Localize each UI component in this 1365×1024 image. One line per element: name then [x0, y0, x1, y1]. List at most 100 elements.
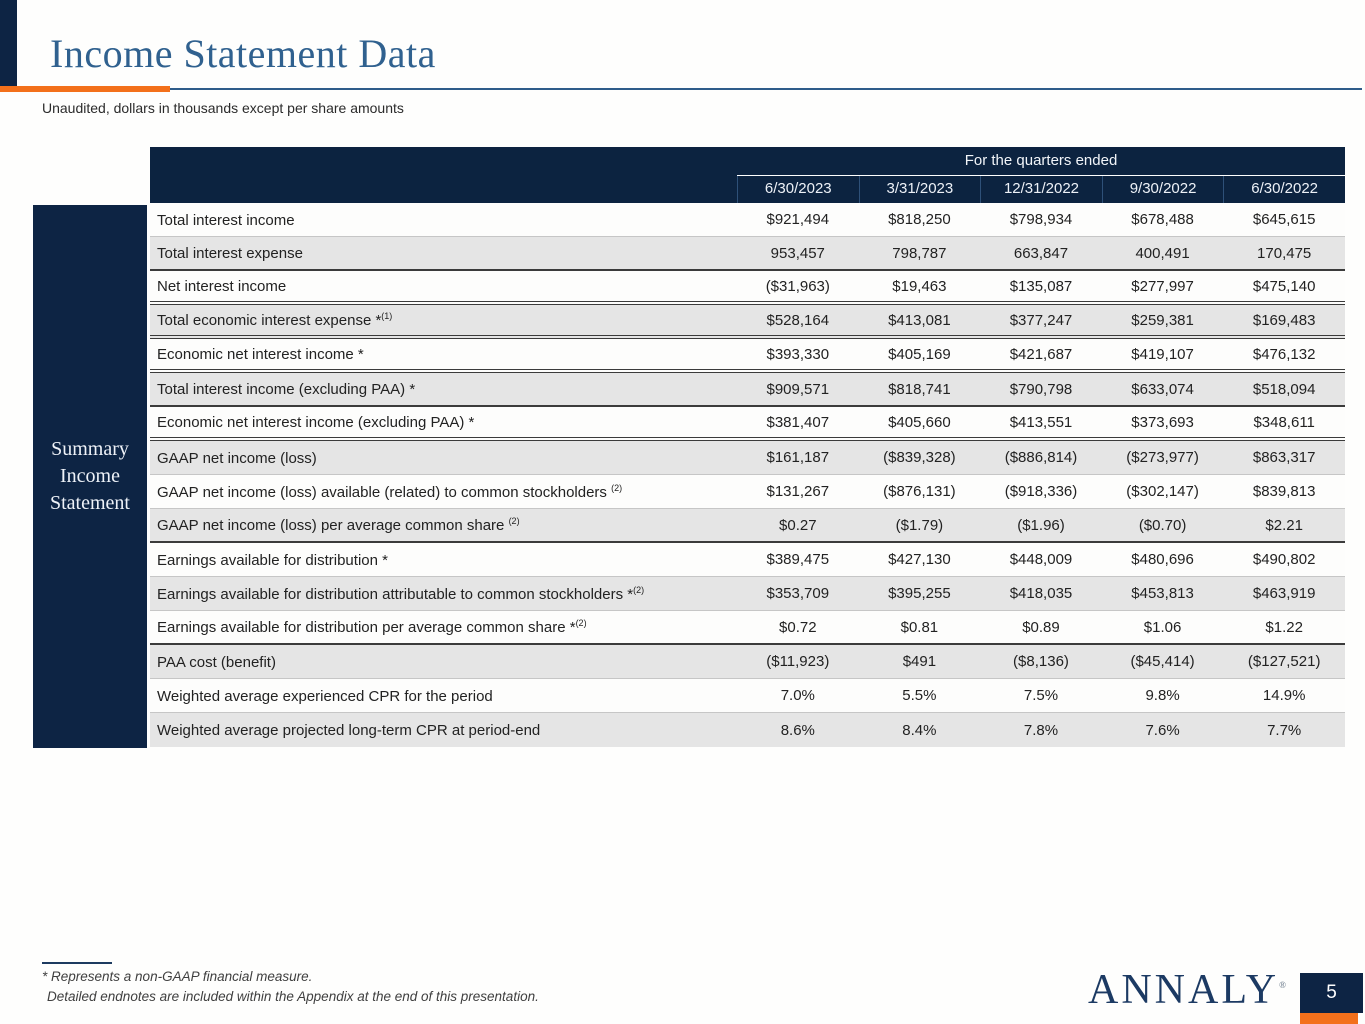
- row-label-text: Weighted average experienced CPR for the…: [157, 687, 493, 705]
- annaly-logo: ANNALY®: [1088, 966, 1286, 1014]
- row-value: $161,187: [766, 449, 830, 466]
- row-label-text: Earnings available for distribution per …: [157, 619, 576, 636]
- row-value: ($31,963): [765, 277, 830, 295]
- row-value: $348,611: [1253, 413, 1315, 431]
- row-label: Earnings available for distribution attr…: [150, 585, 737, 603]
- row-label: Earnings available for distribution per …: [150, 618, 737, 636]
- row-value: $1.22: [1265, 618, 1303, 636]
- table-row: Total interest expense 953,457 798,787 6…: [150, 237, 1345, 271]
- row-value: 798,787: [892, 244, 947, 262]
- row-value: $909,571: [766, 380, 830, 398]
- footnote-endnotes: Detailed endnotes are included within th…: [47, 989, 539, 1004]
- row-label-text: GAAP net income (loss) per average commo…: [157, 517, 509, 534]
- row-label-text: Total economic interest expense *: [157, 312, 382, 329]
- row-value: ($1.79): [895, 516, 944, 534]
- table-row: Earnings available for distribution attr…: [150, 577, 1345, 611]
- row-value: $790,798: [1009, 380, 1073, 398]
- row-label-footnote-ref: (2): [508, 516, 520, 526]
- row-label: Total interest expense: [150, 244, 737, 262]
- row-value: $448,009: [1009, 551, 1073, 568]
- row-label: Total economic interest expense *(1): [150, 311, 737, 329]
- row-value: $798,934: [1009, 211, 1073, 228]
- page-number-accent-bar: [1300, 1013, 1358, 1024]
- row-value: ($8,136): [1013, 653, 1069, 670]
- row-value: 7.0%: [780, 687, 815, 704]
- row-value: $135,087: [1009, 277, 1073, 295]
- row-label: GAAP net income (loss): [150, 449, 737, 467]
- row-label: Total interest income: [150, 211, 737, 229]
- row-label-text: GAAP net income (loss): [157, 449, 317, 467]
- row-value: $19,463: [892, 277, 947, 295]
- row-label-text: Total interest expense: [157, 245, 303, 262]
- row-value: $528,164: [766, 311, 830, 329]
- row-label-footnote-ref: (2): [611, 482, 623, 493]
- row-label-text: GAAP net income (loss) available (relate…: [157, 483, 612, 501]
- page-title: Income Statement Data: [50, 31, 436, 76]
- row-label-text: Weighted average projected long-term CPR…: [157, 722, 541, 739]
- row-value: $0.72: [779, 618, 817, 636]
- row-label-footnote-ref: (1): [381, 311, 393, 321]
- table-row: Weighted average experienced CPR for the…: [150, 679, 1345, 713]
- table-row: PAA cost (benefit) ($11,923) $491 ($8,13…: [150, 645, 1345, 679]
- row-value: $645,615: [1252, 211, 1316, 228]
- column-header-date: 6/30/2022: [1223, 176, 1345, 203]
- table-row: Earnings available for distribution per …: [150, 611, 1345, 645]
- row-value: $463,919: [1252, 585, 1316, 602]
- page-number: 5: [1326, 982, 1337, 1003]
- row-label-text: Earnings available for distribution *: [157, 551, 388, 569]
- row-value: ($1.96): [1017, 516, 1065, 534]
- row-value: $418,035: [1009, 585, 1073, 602]
- row-value: 14.9%: [1262, 687, 1306, 704]
- footnote-divider: [42, 962, 112, 964]
- row-label: Net interest income: [150, 277, 737, 295]
- row-value: $491: [902, 653, 937, 670]
- row-value: 170,475: [1257, 244, 1312, 262]
- row-value: 7.7%: [1267, 721, 1302, 739]
- table-row: Economic net interest income * $393,330 …: [150, 339, 1345, 373]
- blue-rule: [170, 88, 1362, 90]
- table-row: Earnings available for distribution * $3…: [150, 543, 1345, 577]
- orange-rule: [0, 86, 170, 92]
- row-label-footnote-ref: (2): [575, 618, 587, 628]
- row-label: Economic net interest income *: [150, 345, 737, 363]
- row-value: $405,660: [888, 413, 951, 431]
- annaly-logo-text: ANNALY: [1088, 967, 1280, 1013]
- row-value: 5.5%: [902, 687, 937, 704]
- table-row: Total interest income $921,494 $818,250 …: [150, 203, 1345, 237]
- subtitle: Unaudited, dollars in thousands except p…: [42, 100, 404, 116]
- row-value: $405,169: [888, 345, 951, 363]
- row-value: $475,140: [1252, 277, 1316, 295]
- row-value: $490,802: [1252, 551, 1316, 568]
- row-label-text: Economic net interest income *: [157, 346, 364, 363]
- row-value: $453,813: [1131, 585, 1194, 602]
- row-label: Economic net interest income (excluding …: [150, 413, 737, 431]
- row-value: $169,483: [1252, 311, 1316, 329]
- corner-accent-bar: [0, 0, 17, 88]
- row-value: $373,693: [1131, 413, 1194, 431]
- row-value: ($127,521): [1247, 653, 1321, 670]
- column-header-date: 6/30/2023: [737, 176, 859, 203]
- row-value: ($918,336): [1004, 483, 1078, 500]
- row-value: $1.06: [1143, 618, 1182, 636]
- row-value: $413,081: [888, 311, 951, 329]
- row-value: $395,255: [888, 585, 951, 602]
- row-value: $377,247: [1009, 311, 1073, 329]
- table-row: GAAP net income (loss) per average commo…: [150, 509, 1345, 543]
- row-label-text: Economic net interest income (excluding …: [157, 414, 475, 431]
- row-value: $427,130: [888, 551, 951, 568]
- row-value: $421,687: [1009, 345, 1073, 363]
- row-value: $2.21: [1265, 516, 1303, 534]
- table-row: GAAP net income (loss) available (relate…: [150, 475, 1345, 509]
- row-label-text: Total interest income: [157, 211, 295, 229]
- row-value: 663,847: [1013, 244, 1069, 262]
- row-value: $0.27: [779, 516, 817, 534]
- row-label: GAAP net income (loss) available (relate…: [150, 483, 737, 501]
- row-value: 9.8%: [1145, 687, 1180, 704]
- row-value: $476,132: [1252, 345, 1316, 363]
- column-header-date: 12/31/2022: [980, 176, 1102, 203]
- side-label-line: Income: [60, 465, 120, 487]
- table-row: GAAP net income (loss) $161,187 ($839,32…: [150, 441, 1345, 475]
- table-header-spacer: [150, 147, 737, 203]
- table-row: Net interest income ($31,963) $19,463 $1…: [150, 271, 1345, 305]
